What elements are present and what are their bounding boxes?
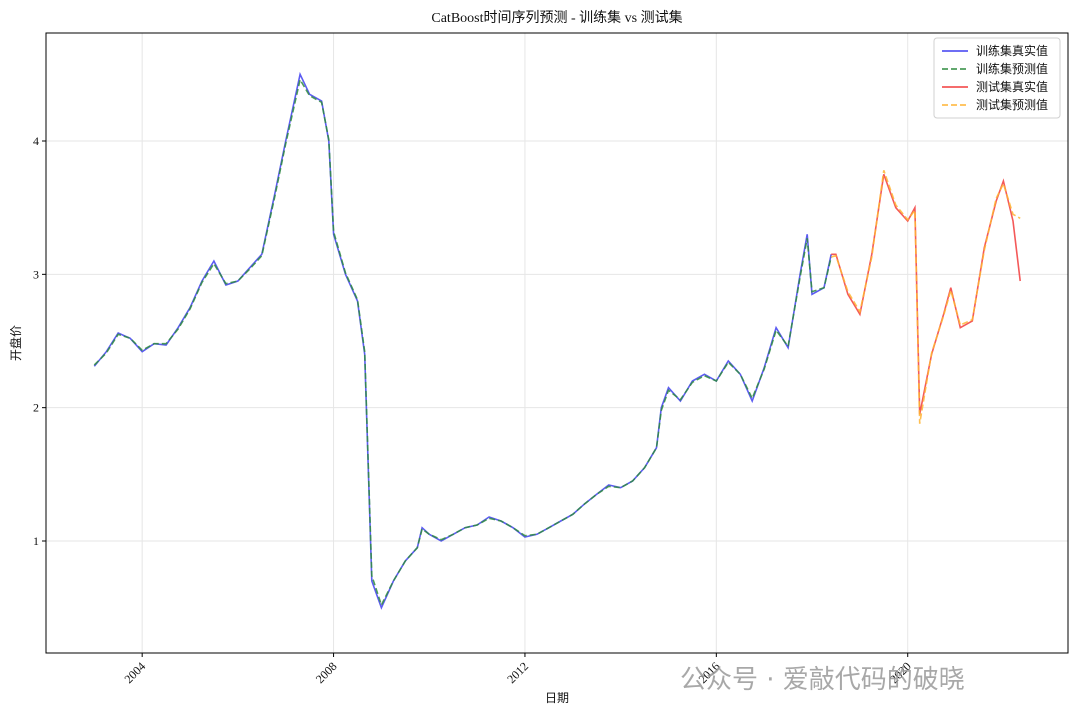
y-tick-label: 4 xyxy=(33,134,39,148)
legend-box xyxy=(933,37,1061,119)
x-tick-label: 2008 xyxy=(313,659,340,686)
plot-frame xyxy=(45,32,1069,654)
legend-label: 测试集真实值 xyxy=(976,79,1048,94)
legend-label: 训练集预测值 xyxy=(976,61,1048,76)
legend-label: 测试集预测值 xyxy=(976,97,1048,112)
series-line xyxy=(830,170,1021,424)
x-tick-label: 2004 xyxy=(121,659,148,686)
chart-title: CatBoost时间序列预测 - 训练集 vs 测试集 xyxy=(431,9,682,26)
series-line xyxy=(831,174,1021,415)
x-axis-label: 日期 xyxy=(545,691,569,705)
y-tick-label: 1 xyxy=(33,534,39,548)
y-tick-label: 3 xyxy=(33,267,39,281)
x-tick-label: 2012 xyxy=(504,659,531,686)
series-line xyxy=(93,71,832,610)
y-tick-label: 2 xyxy=(33,401,39,415)
y-axis-label: 开盘价 xyxy=(8,325,23,361)
series-line xyxy=(93,77,832,608)
watermark: 公众号 · 爱敲代码的破晓 xyxy=(680,665,965,695)
legend-label: 训练集真实值 xyxy=(976,43,1048,58)
